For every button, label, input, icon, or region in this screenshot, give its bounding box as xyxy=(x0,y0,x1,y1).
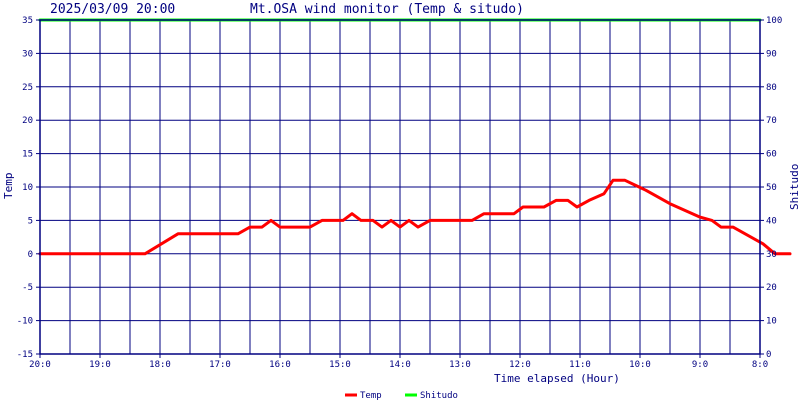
y-left-tick-label: 30 xyxy=(22,49,33,59)
y-left-tick-label: 15 xyxy=(22,150,33,160)
x-tick-label: 17:0 xyxy=(209,360,231,370)
x-tick-label: 13:0 xyxy=(449,360,471,370)
y-left-tick-label: 20 xyxy=(22,116,33,126)
x-tick-label: 11:0 xyxy=(569,360,591,370)
x-tick-label: 15:0 xyxy=(329,360,351,370)
y-axis-left: 35 30 25 20 15 10 5 0 -5 -10 -15 xyxy=(17,16,40,360)
y-right-tick-label: 0 xyxy=(766,350,771,360)
x-axis-label: Time elapsed (Hour) xyxy=(494,372,620,385)
y-right-tick-label: 50 xyxy=(766,183,777,193)
y-right-tick-label: 40 xyxy=(766,216,777,226)
y-right-tick-label: 90 xyxy=(766,49,777,59)
x-tick-label: 20:0 xyxy=(29,360,51,370)
x-tick-label: 10:0 xyxy=(629,360,651,370)
y-left-tick-label: -15 xyxy=(17,350,33,360)
y-left-tick-label: 5 xyxy=(28,216,33,226)
y-left-tick-label: -10 xyxy=(17,317,33,327)
series-line-temp xyxy=(38,178,792,256)
x-tick-label: 14:0 xyxy=(389,360,411,370)
legend: Temp Shitudo xyxy=(345,391,458,400)
y-left-tick-label: 0 xyxy=(28,250,33,260)
x-axis: 20:0 19:0 18:0 17:0 16:0 15:0 14:0 13:0 12:0 11:0… xyxy=(29,354,768,370)
y-right-tick-label: 20 xyxy=(766,283,777,293)
y-right-tick-label: 60 xyxy=(766,150,777,160)
y-left-tick-label: 25 xyxy=(22,83,33,93)
y-left-tick-label: 35 xyxy=(22,16,33,26)
legend-shitudo-label: Shitudo xyxy=(420,391,458,400)
x-tick-label: 12:0 xyxy=(509,360,531,370)
y-right-tick-label: 80 xyxy=(766,83,777,93)
y-axis-left-label: Temp xyxy=(2,173,15,200)
grid xyxy=(40,19,760,355)
y-right-tick-label: 10 xyxy=(766,317,777,327)
x-tick-label: 8:0 xyxy=(752,360,768,370)
series-layer xyxy=(38,18,792,256)
x-tick-label: 19:0 xyxy=(89,360,111,370)
timestamp: 2025/03/09 20:00 xyxy=(50,2,175,17)
x-tick-label: 18:0 xyxy=(149,360,171,370)
y-right-tick-label: 100 xyxy=(766,16,782,26)
y-axis-right-label: Shitudo xyxy=(788,164,800,210)
legend-temp-label: Temp xyxy=(360,391,382,400)
x-tick-label: 9:0 xyxy=(692,360,708,370)
x-tick-label: 16:0 xyxy=(269,360,291,370)
y-right-tick-label: 30 xyxy=(766,250,777,260)
chart-title: Mt.OSA wind monitor (Temp & situdo) xyxy=(250,2,524,17)
y-left-tick-label: 10 xyxy=(22,183,33,193)
y-left-tick-label: -5 xyxy=(22,283,33,293)
y-right-tick-label: 70 xyxy=(766,116,777,126)
